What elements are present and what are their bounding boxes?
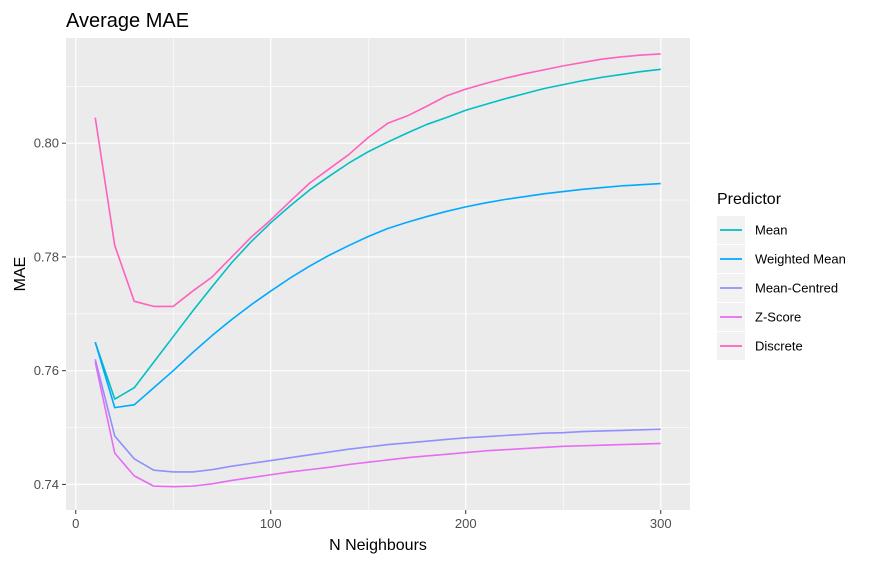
- grid-minor: [66, 38, 690, 510]
- x-tick-label: 0: [72, 516, 79, 531]
- legend: Predictor Mean Weighted Mean Mean-Centred Z…: [717, 191, 846, 360]
- legend-label-z-score: Z-Score: [755, 310, 801, 325]
- legend-label-weighted-mean: Weighted Mean: [755, 252, 846, 267]
- plot-panel: [66, 38, 690, 510]
- legend-label-mean-centred: Mean-Centred: [755, 281, 838, 296]
- series-lines: [94, 53, 661, 488]
- x-tick-label: 200: [455, 516, 477, 531]
- x-axis-title: N Neighbours: [329, 537, 427, 554]
- series-line-weighted-mean: [94, 182, 661, 409]
- y-axis: 0.74 0.76 0.78 0.80: [34, 136, 66, 492]
- chart-title: Average MAE: [66, 10, 189, 32]
- y-tick-label: 0.76: [34, 363, 59, 378]
- y-axis-title: MAE: [12, 257, 29, 292]
- legend-title: Predictor: [717, 191, 782, 208]
- series-line-discrete: [94, 53, 661, 308]
- y-tick-label: 0.80: [34, 136, 59, 151]
- y-tick-label: 0.78: [34, 249, 59, 264]
- series-line-z-score: [94, 361, 661, 488]
- legend-label-mean: Mean: [755, 223, 788, 238]
- x-tick-label: 100: [260, 516, 282, 531]
- legend-label-discrete: Discrete: [755, 339, 803, 354]
- y-tick-label: 0.74: [34, 477, 59, 492]
- series-line-mean-centred: [94, 359, 661, 473]
- series-line-mean: [94, 68, 661, 400]
- grid-major: [66, 38, 690, 510]
- x-axis: 0 100 200 300: [72, 510, 672, 531]
- x-tick-label: 300: [650, 516, 672, 531]
